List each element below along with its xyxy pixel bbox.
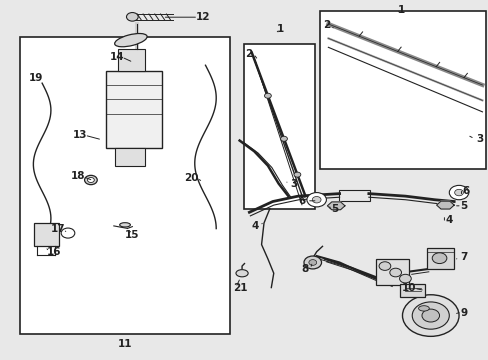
Circle shape	[61, 228, 75, 238]
Bar	[338, 190, 369, 201]
Text: 11: 11	[118, 339, 132, 349]
Text: 6: 6	[298, 196, 305, 206]
Circle shape	[399, 274, 410, 283]
Text: 7: 7	[459, 252, 467, 262]
Bar	[115, 148, 144, 166]
Circle shape	[454, 189, 463, 196]
Text: 8: 8	[301, 264, 308, 274]
Circle shape	[448, 185, 468, 200]
Circle shape	[308, 260, 316, 265]
Text: 3: 3	[290, 179, 297, 189]
Text: 1: 1	[397, 5, 404, 15]
Circle shape	[304, 256, 321, 269]
Bar	[427, 248, 453, 269]
Circle shape	[87, 177, 94, 183]
Bar	[244, 44, 315, 209]
Text: 1: 1	[276, 24, 283, 35]
Ellipse shape	[114, 33, 147, 47]
Circle shape	[312, 197, 321, 203]
Polygon shape	[436, 201, 453, 209]
Circle shape	[306, 193, 326, 207]
Ellipse shape	[120, 223, 130, 227]
Circle shape	[280, 136, 287, 141]
Text: 15: 15	[125, 230, 139, 239]
Bar	[20, 37, 229, 334]
Text: 13: 13	[72, 130, 87, 140]
Text: 5: 5	[331, 204, 338, 214]
Circle shape	[402, 295, 458, 336]
Text: 16: 16	[47, 247, 61, 257]
Ellipse shape	[418, 306, 428, 311]
Circle shape	[421, 309, 439, 322]
Polygon shape	[327, 202, 344, 210]
Bar	[118, 49, 144, 71]
Circle shape	[264, 93, 271, 98]
Bar	[375, 259, 408, 285]
Text: 21: 21	[233, 283, 247, 293]
Bar	[34, 223, 59, 246]
Circle shape	[411, 302, 448, 329]
Circle shape	[84, 175, 97, 185]
Bar	[320, 12, 485, 169]
Text: 20: 20	[184, 173, 199, 183]
Ellipse shape	[236, 270, 247, 277]
Text: 5: 5	[459, 201, 467, 211]
Text: 2: 2	[322, 20, 329, 30]
Circle shape	[378, 262, 390, 270]
Bar	[399, 284, 424, 297]
Text: 4: 4	[251, 221, 258, 231]
Circle shape	[126, 13, 138, 21]
Text: 6: 6	[462, 186, 469, 197]
Text: 2: 2	[244, 49, 251, 59]
Circle shape	[293, 172, 300, 177]
Text: 14: 14	[109, 52, 124, 62]
Text: 12: 12	[195, 12, 210, 22]
Text: 19: 19	[29, 73, 43, 83]
Text: 4: 4	[445, 215, 452, 225]
Text: 10: 10	[401, 283, 416, 293]
Text: 18: 18	[70, 171, 85, 181]
Text: 17: 17	[51, 225, 65, 234]
Circle shape	[389, 268, 401, 277]
Text: 3: 3	[475, 134, 482, 144]
Text: 9: 9	[459, 308, 467, 318]
Circle shape	[431, 253, 446, 264]
Bar	[105, 71, 161, 148]
